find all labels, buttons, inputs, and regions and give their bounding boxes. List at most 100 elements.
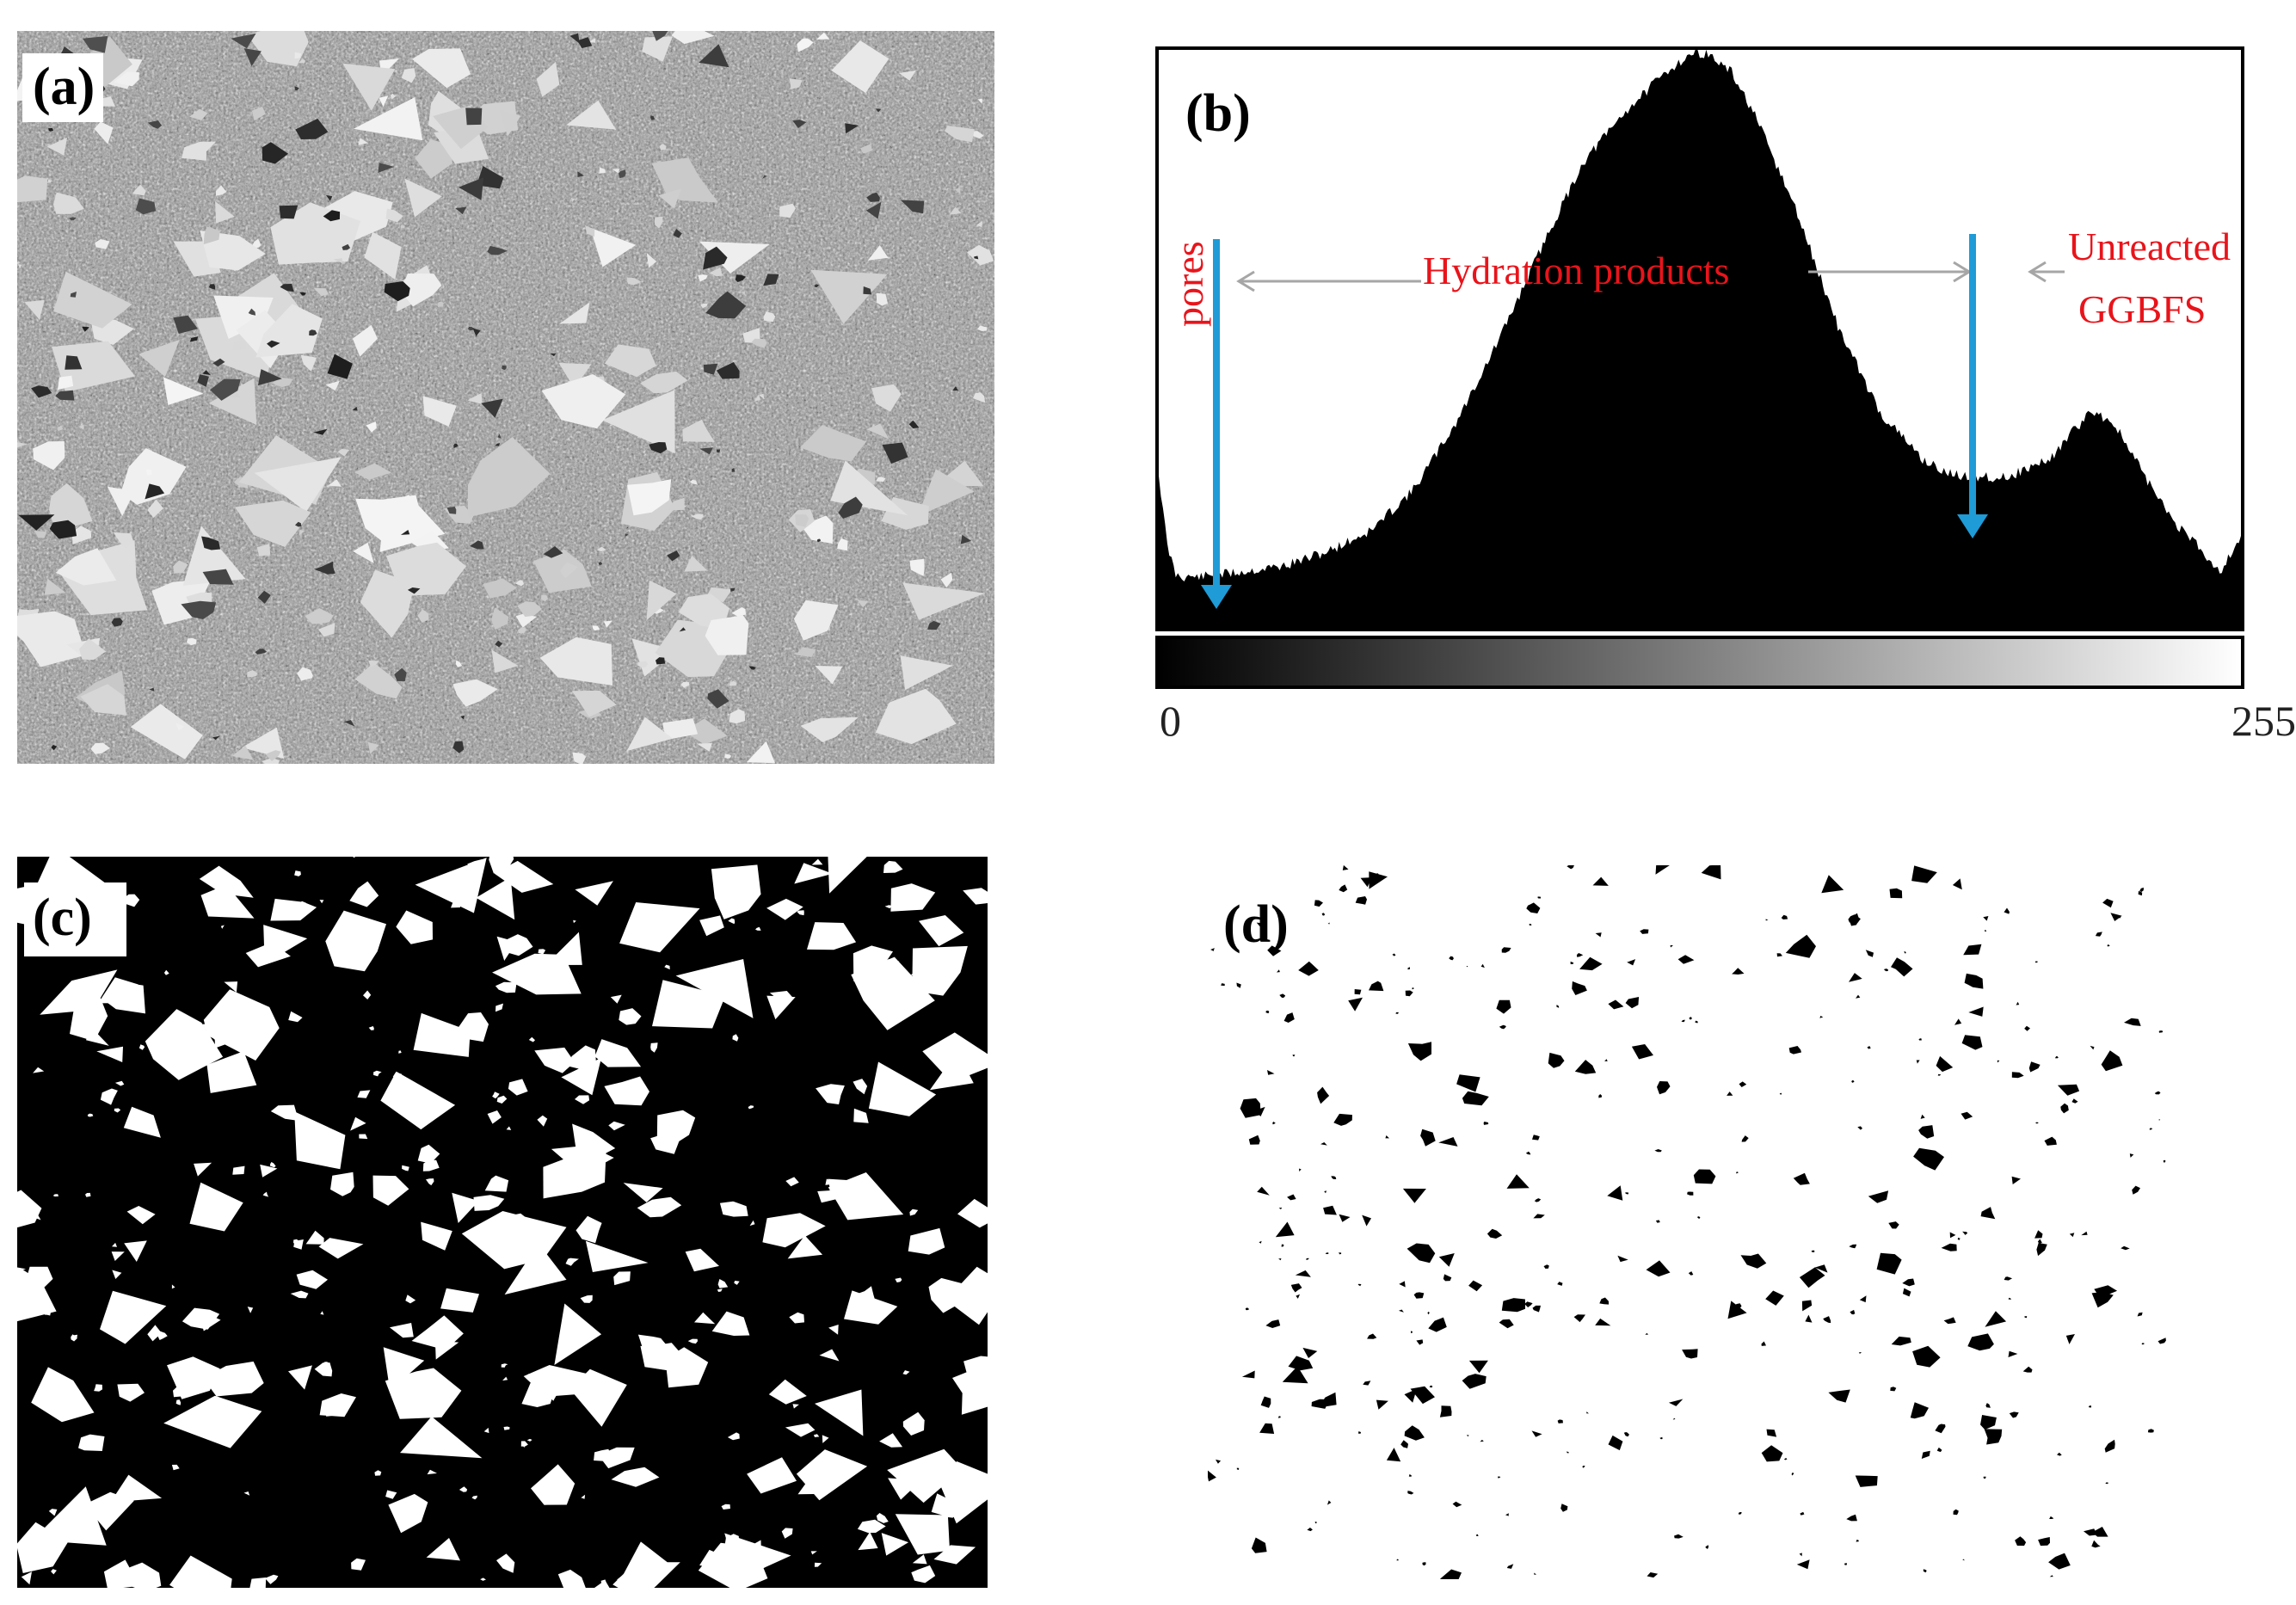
black-pore <box>2038 1537 2050 1547</box>
slag-grain <box>867 245 889 261</box>
black-pore <box>1385 1135 1389 1139</box>
black-pore <box>2008 1297 2012 1300</box>
dark-pore <box>51 745 58 751</box>
black-pore <box>1501 1298 1525 1313</box>
black-pore <box>1410 1386 1435 1405</box>
white-grain <box>288 1011 303 1023</box>
black-pore <box>1765 1290 1784 1306</box>
black-pore <box>2016 1001 2020 1005</box>
dark-pore <box>748 666 756 670</box>
black-pore <box>1525 1151 1531 1155</box>
slag-grain <box>860 144 872 154</box>
black-pore <box>1298 961 1319 976</box>
slag-grain <box>242 727 285 759</box>
black-pore <box>2163 1159 2166 1163</box>
dark-pore <box>147 120 163 129</box>
black-pore <box>1625 997 1640 1009</box>
black-pore <box>2069 1233 2075 1238</box>
dark-pore <box>577 171 585 177</box>
black-pore <box>1251 1537 1267 1553</box>
black-pore <box>1327 1500 1332 1505</box>
slag-grain <box>815 666 843 685</box>
black-pore <box>1592 876 1609 886</box>
axis-min-label: 0 <box>1160 697 1181 745</box>
white-grain <box>711 864 761 919</box>
black-pore <box>1216 1459 1222 1464</box>
white-grain <box>933 1545 976 1565</box>
black-pore <box>1851 1079 1855 1083</box>
black-pore <box>1902 1278 1915 1287</box>
black-pore <box>1314 1522 1317 1524</box>
white-grain <box>114 1080 125 1086</box>
black-pore <box>1339 1252 1342 1255</box>
white-grain <box>290 1290 309 1299</box>
slag-grain <box>724 753 732 759</box>
black-pore <box>2124 1018 2141 1026</box>
black-pore <box>2129 1153 2134 1158</box>
white-grain <box>810 1551 817 1555</box>
white-grain <box>766 898 803 920</box>
white-grain <box>912 945 968 996</box>
slag-grain <box>779 203 796 218</box>
white-grain <box>895 1277 902 1282</box>
white-grain <box>459 1486 468 1492</box>
white-grain <box>537 1115 548 1127</box>
dark-pore <box>212 735 220 741</box>
black-pore <box>1911 865 1937 883</box>
white-grain <box>78 1434 105 1451</box>
black-pore <box>1407 1491 1414 1495</box>
black-pore <box>2149 1128 2153 1130</box>
slag-grain <box>491 649 519 673</box>
black-pore <box>1904 951 1906 954</box>
dark-pore <box>927 620 941 630</box>
black-pore <box>1314 900 1323 907</box>
dark-pore <box>699 447 713 455</box>
black-pore <box>1422 1562 1426 1566</box>
dark-pore <box>299 292 306 296</box>
dark-pore <box>960 534 972 544</box>
white-grain <box>883 860 903 873</box>
black-pore <box>1412 987 1414 990</box>
pores-annotation: pores <box>1167 241 1211 327</box>
slag-grain <box>899 70 916 81</box>
white-grain <box>543 1152 606 1199</box>
slag-grain <box>33 441 65 470</box>
black-pore <box>1608 999 1624 1010</box>
black-pore <box>1913 1147 1944 1171</box>
white-grain <box>623 1541 668 1575</box>
dark-pore <box>83 35 108 53</box>
black-pore <box>1413 1292 1425 1299</box>
black-pore <box>1983 1476 1986 1479</box>
white-grain <box>480 1577 486 1581</box>
black-pore <box>1617 1255 1628 1263</box>
white-grain <box>762 1213 826 1248</box>
dark-pore <box>257 590 271 604</box>
dark-pore <box>202 569 234 585</box>
black-pore <box>1582 1466 1585 1468</box>
black-pore <box>1876 1252 1902 1275</box>
dark-pore <box>452 741 465 753</box>
white-grain <box>717 1288 723 1292</box>
slag-grain <box>917 469 975 517</box>
white-grain <box>372 1175 409 1206</box>
dark-pore <box>974 255 979 260</box>
slag-grain <box>541 594 548 602</box>
black-pore <box>1556 1005 1560 1008</box>
slag-grain <box>795 647 816 657</box>
black-pore <box>1245 1307 1250 1311</box>
white-grain <box>909 1208 919 1216</box>
black-pore <box>1677 955 1695 964</box>
segmented-ggbfs-image <box>17 857 988 1588</box>
slag-grain <box>57 375 74 390</box>
white-grain <box>815 1389 864 1436</box>
black-pore <box>1855 1475 1878 1487</box>
slag-grain <box>592 625 600 631</box>
black-pore <box>1850 913 1860 926</box>
slag-grain <box>515 580 524 587</box>
black-pore <box>1428 1317 1447 1332</box>
white-grain <box>665 1347 709 1388</box>
white-grain <box>48 1509 58 1516</box>
histogram-chart: 0 255 (b) pores Hydration products Unrea… <box>1155 46 2296 745</box>
black-pore <box>1657 1081 1671 1095</box>
black-pore <box>1407 967 1410 970</box>
